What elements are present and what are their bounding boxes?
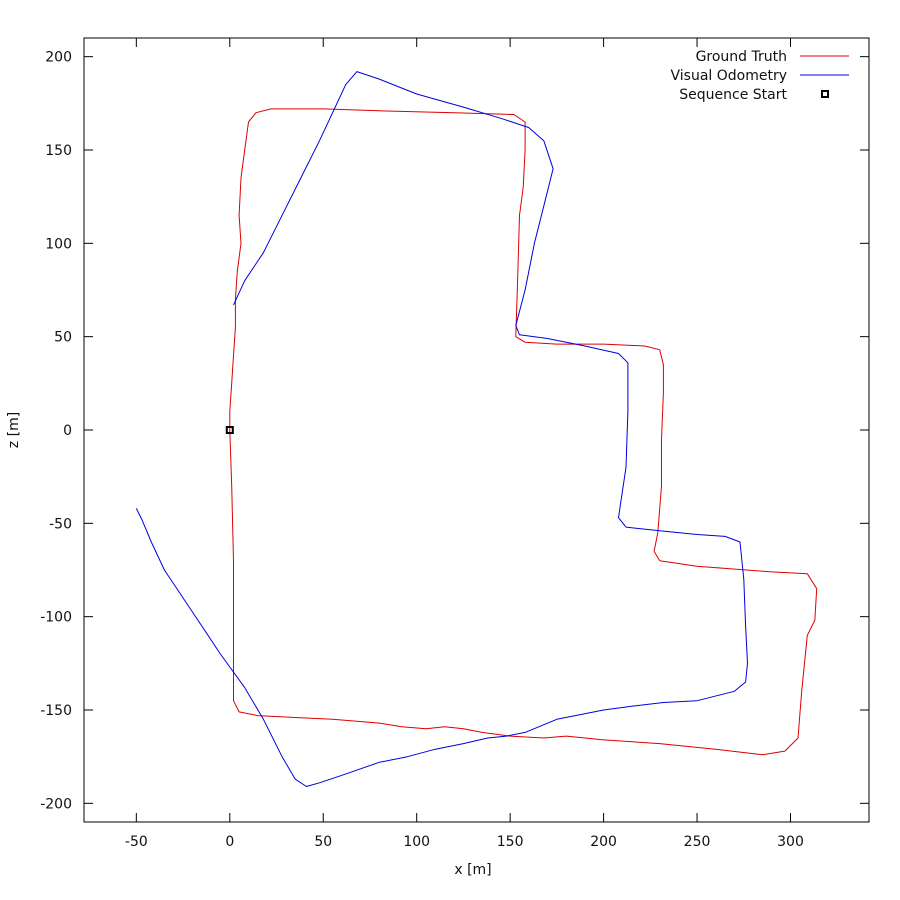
y-axis-label: z [m] xyxy=(6,412,22,448)
legend-swatch-sequence-start xyxy=(821,90,829,98)
y-tick-label: 100 xyxy=(45,236,72,252)
legend-label-visual-odometry: Visual Odometry xyxy=(671,68,788,84)
x-tick-label: 50 xyxy=(314,834,332,850)
x-tick-label: 300 xyxy=(777,834,804,850)
legend: Ground Truth Visual Odometry Sequence Star… xyxy=(671,49,849,103)
visual-odometry-line xyxy=(135,71,748,787)
y-tick-label: -200 xyxy=(40,796,72,812)
y-tick-label: 150 xyxy=(45,143,72,159)
x-tick-label: 100 xyxy=(403,834,430,850)
x-tick-label: 200 xyxy=(590,834,617,850)
axis-ticks: -50 0 50 100 150 200 250 300 -200 -150 -100 -50 0 50 1… xyxy=(40,38,869,850)
plot-area xyxy=(135,71,818,787)
y-tick-label: -100 xyxy=(40,610,72,626)
sequence-start-marker xyxy=(225,426,234,434)
x-tick-label: -50 xyxy=(125,834,148,850)
y-tick-label: 200 xyxy=(45,50,72,66)
x-tick-label: 0 xyxy=(225,834,234,850)
ground-truth-line xyxy=(229,108,818,756)
y-tick-label: -150 xyxy=(40,703,72,719)
y-tick-label: 50 xyxy=(54,330,72,346)
x-tick-label: 150 xyxy=(497,834,524,850)
legend-label-sequence-start: Sequence Start xyxy=(679,87,787,103)
y-tick-label: 0 xyxy=(63,423,72,439)
x-axis-label: x [m] xyxy=(454,862,491,878)
x-tick-label: 250 xyxy=(684,834,711,850)
plot-frame xyxy=(83,37,870,823)
y-tick-label: -50 xyxy=(49,516,72,532)
legend-label-ground-truth: Ground Truth xyxy=(696,49,787,65)
